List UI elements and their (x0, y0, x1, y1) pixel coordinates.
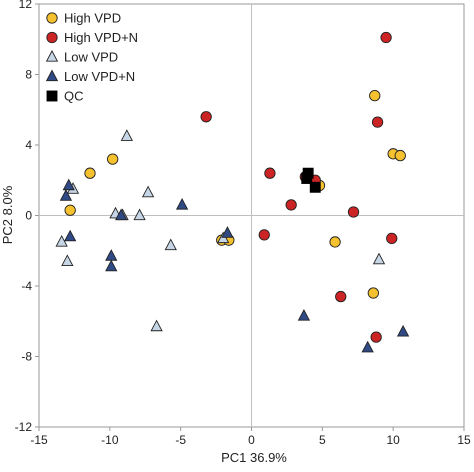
legend-label-high-vpd: High VPD (64, 11, 121, 26)
y-axis-label: PC2 8.0% (0, 185, 15, 244)
y-tick-label: 4 (25, 138, 32, 152)
legend-label-qc: QC (64, 89, 84, 104)
axes-layer: -15 -10 -5 0 5 10 15 12 8 4 0 -4 -8 -12 (15, 0, 471, 447)
y-tick-label: -4 (21, 279, 32, 293)
series-low-vpd-plus-n (59, 178, 410, 353)
x-tick-label: -10 (101, 433, 119, 447)
legend-marker-low-vpd (45, 50, 59, 62)
data-point-high-vpd-plus-n (386, 232, 398, 245)
x-tick-label: 0 (248, 433, 255, 447)
data-point-high-vpd-plus-n (371, 116, 384, 128)
data-point-high-vpd-plus-n (335, 290, 347, 303)
data-point-low-vpd-plus-n (361, 340, 374, 353)
data-point-low-vpd-plus-n (115, 208, 128, 221)
y-tick-label: -12 (15, 420, 33, 434)
data-point-high-vpd-plus-n (380, 31, 392, 44)
data-point-low-vpd-plus-n (62, 178, 75, 191)
data-point-low-vpd-plus-n (64, 229, 77, 242)
data-point-low-vpd (164, 238, 177, 251)
data-point-high-vpd-plus-n (258, 229, 270, 241)
data-point-qc (309, 181, 321, 193)
x-axis-label: PC1 36.9% (221, 450, 287, 465)
data-point-high-vpd (394, 149, 406, 162)
series-high-vpd (64, 90, 406, 299)
data-point-low-vpd (150, 319, 163, 332)
x-tick-label: 5 (319, 433, 326, 447)
data-point-low-vpd (120, 129, 133, 141)
legend-marker-low-vpd-plus-n (45, 69, 59, 82)
y-tick-label: 12 (19, 0, 33, 11)
series-qc (301, 167, 321, 193)
legend-marker-high-vpd-plus-n (46, 31, 58, 44)
series-high-vpd-plus-n (200, 31, 398, 343)
data-point-high-vpd (107, 153, 119, 165)
data-point-high-vpd-plus-n (200, 111, 212, 123)
series-low-vpd (55, 129, 386, 332)
x-tick-label: -15 (30, 433, 48, 447)
data-point-high-vpd-plus-n (264, 167, 276, 179)
data-point-high-vpd (369, 90, 381, 102)
legend-label-high-vpd-plus-n: High VPD+N (64, 30, 138, 45)
data-point-low-vpd-plus-n (59, 189, 73, 201)
legend-marker-qc (46, 90, 58, 102)
data-point-low-vpd-plus-n (221, 226, 234, 238)
legend-marker-high-vpd (46, 12, 58, 24)
x-tick-label: -5 (175, 433, 186, 447)
data-point-high-vpd-plus-n (285, 199, 297, 211)
data-point-qc (301, 173, 313, 184)
x-tick-label: 15 (457, 433, 471, 447)
legend-background (41, 7, 161, 109)
points-layer (55, 31, 410, 353)
legend-label-low-vpd-plus-n: Low VPD+N (64, 69, 135, 84)
data-point-low-vpd (372, 252, 386, 265)
data-point-low-vpd-plus-n (396, 324, 410, 337)
data-point-high-vpd-plus-n (370, 331, 382, 343)
data-point-low-vpd-plus-n (105, 259, 118, 272)
data-point-low-vpd (141, 185, 155, 198)
legend: High VPD High VPD+N Low VPD Low VPD+N QC (41, 7, 161, 109)
data-point-low-vpd-plus-n (175, 197, 189, 210)
data-point-low-vpd (133, 208, 146, 221)
data-point-high-vpd-plus-n (347, 206, 360, 218)
data-point-low-vpd-plus-n (105, 249, 118, 261)
data-point-high-vpd (329, 236, 341, 248)
data-point-low-vpd-plus-n (297, 309, 311, 321)
y-tick-label: -8 (21, 350, 32, 364)
data-point-high-vpd (367, 287, 379, 299)
legend-label-low-vpd: Low VPD (64, 50, 118, 65)
data-point-high-vpd (84, 167, 96, 179)
data-point-low-vpd (61, 254, 74, 266)
y-tick-label: 8 (25, 68, 32, 82)
data-point-high-vpd (64, 204, 76, 216)
x-tick-label: 10 (386, 433, 400, 447)
y-tick-label: 0 (25, 209, 32, 223)
